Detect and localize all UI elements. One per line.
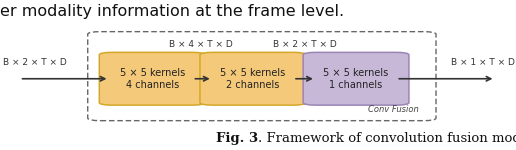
Text: . Framework of convolution fusion module.: . Framework of convolution fusion module… — [258, 132, 516, 145]
FancyBboxPatch shape — [99, 52, 205, 105]
Text: er modality information at the frame level.: er modality information at the frame lev… — [0, 4, 344, 19]
Text: 5 × 5 kernels
4 channels: 5 × 5 kernels 4 channels — [120, 68, 185, 90]
Text: B × 2 × T × D: B × 2 × T × D — [272, 40, 336, 49]
FancyBboxPatch shape — [200, 52, 305, 105]
Text: 5 × 5 kernels
2 channels: 5 × 5 kernels 2 channels — [220, 68, 285, 90]
Text: B × 2 × T × D: B × 2 × T × D — [3, 58, 67, 67]
Text: Fig. 3: Fig. 3 — [216, 132, 258, 145]
Text: 5 × 5 kernels
1 channels: 5 × 5 kernels 1 channels — [324, 68, 389, 90]
Text: B × 4 × T × D: B × 4 × T × D — [169, 40, 233, 49]
Text: Conv Fusion: Conv Fusion — [368, 105, 419, 114]
FancyBboxPatch shape — [303, 52, 409, 105]
Text: B × 1 × T × D: B × 1 × T × D — [451, 58, 515, 67]
